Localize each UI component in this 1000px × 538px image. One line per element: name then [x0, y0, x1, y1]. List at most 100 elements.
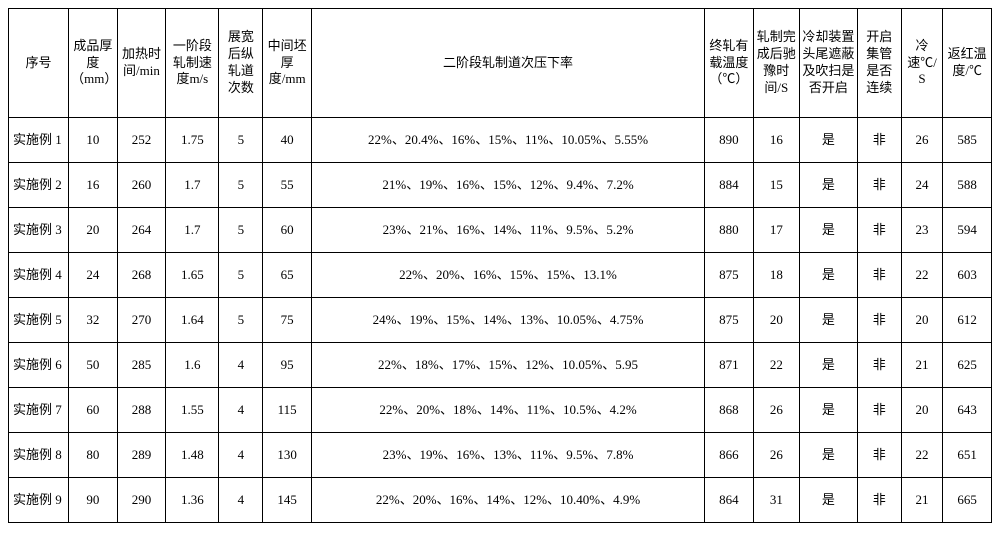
cell-temp: 871 [705, 343, 754, 388]
table-row: 实施例 7602881.55411522%、20%、18%、14%、11%、10… [9, 388, 992, 433]
cell-heat: 290 [117, 478, 166, 523]
cell-passes: 5 [219, 253, 263, 298]
cell-mid: 145 [263, 478, 312, 523]
cell-red: 23%、19%、16%、13%、11%、9.5%、7.8% [311, 433, 704, 478]
cell-thk: 16 [69, 163, 118, 208]
cell-temp: 880 [705, 208, 754, 253]
cell-shield: 是 [799, 478, 857, 523]
col-header-0: 序号 [9, 9, 69, 118]
cell-thk: 24 [69, 253, 118, 298]
cell-shield: 是 [799, 343, 857, 388]
table-row: 实施例 5322701.6457524%、19%、15%、14%、13%、10.… [9, 298, 992, 343]
col-header-4: 展宽后纵轧道次数 [219, 9, 263, 118]
cell-relax: 26 [753, 433, 799, 478]
cell-temp: 875 [705, 253, 754, 298]
cell-relax: 16 [753, 118, 799, 163]
cell-reheat: 594 [943, 208, 992, 253]
cell-heat: 268 [117, 253, 166, 298]
cell-thk: 80 [69, 433, 118, 478]
table-row: 实施例 8802891.48413023%、19%、16%、13%、11%、9.… [9, 433, 992, 478]
cell-temp: 875 [705, 298, 754, 343]
cell-mid: 75 [263, 298, 312, 343]
cell-mid: 65 [263, 253, 312, 298]
cell-reheat: 665 [943, 478, 992, 523]
cell-heat: 260 [117, 163, 166, 208]
cell-id: 实施例 6 [9, 343, 69, 388]
cell-spd: 1.6 [166, 343, 219, 388]
cell-reheat: 625 [943, 343, 992, 388]
col-header-7: 终轧有载温度（℃） [705, 9, 754, 118]
cell-spd: 1.48 [166, 433, 219, 478]
cell-relax: 31 [753, 478, 799, 523]
cell-shield: 是 [799, 163, 857, 208]
cell-shield: 是 [799, 298, 857, 343]
col-header-12: 返红温度/℃ [943, 9, 992, 118]
cell-reheat: 588 [943, 163, 992, 208]
cell-temp: 868 [705, 388, 754, 433]
table-row: 实施例 9902901.36414522%、20%、16%、14%、12%、10… [9, 478, 992, 523]
col-header-8: 轧制完成后驰豫时间/S [753, 9, 799, 118]
cell-cool: 20 [901, 298, 943, 343]
cell-mid: 130 [263, 433, 312, 478]
cell-cool: 20 [901, 388, 943, 433]
cell-red: 22%、20.4%、16%、15%、11%、10.05%、5.55% [311, 118, 704, 163]
cell-cool: 23 [901, 208, 943, 253]
cell-thk: 50 [69, 343, 118, 388]
cell-passes: 5 [219, 118, 263, 163]
cell-thk: 20 [69, 208, 118, 253]
table-row: 实施例 2162601.755521%、19%、16%、15%、12%、9.4%… [9, 163, 992, 208]
cell-cont: 非 [857, 478, 901, 523]
cell-spd: 1.75 [166, 118, 219, 163]
table-row: 实施例 4242681.6556522%、20%、16%、15%、15%、13.… [9, 253, 992, 298]
cell-mid: 40 [263, 118, 312, 163]
col-header-3: 一阶段轧制速度m/s [166, 9, 219, 118]
table-row: 实施例 1102521.7554022%、20.4%、16%、15%、11%、1… [9, 118, 992, 163]
cell-red: 21%、19%、16%、15%、12%、9.4%、7.2% [311, 163, 704, 208]
cell-heat: 252 [117, 118, 166, 163]
cell-mid: 115 [263, 388, 312, 433]
col-header-9: 冷却装置头尾遮蔽及吹扫是否开启 [799, 9, 857, 118]
cell-passes: 5 [219, 298, 263, 343]
cell-id: 实施例 5 [9, 298, 69, 343]
cell-thk: 32 [69, 298, 118, 343]
cell-cool: 21 [901, 343, 943, 388]
table-row: 实施例 6502851.649522%、18%、17%、15%、12%、10.0… [9, 343, 992, 388]
cell-reheat: 651 [943, 433, 992, 478]
cell-cont: 非 [857, 343, 901, 388]
cell-relax: 26 [753, 388, 799, 433]
cell-id: 实施例 3 [9, 208, 69, 253]
cell-cont: 非 [857, 118, 901, 163]
cell-cool: 26 [901, 118, 943, 163]
cell-shield: 是 [799, 433, 857, 478]
cell-spd: 1.7 [166, 163, 219, 208]
table-header-row: 序号成品厚度（mm）加热时间/min一阶段轧制速度m/s展宽后纵轧道次数中间坯厚… [9, 9, 992, 118]
col-header-5: 中间坯厚度/mm [263, 9, 312, 118]
cell-thk: 60 [69, 388, 118, 433]
cell-relax: 15 [753, 163, 799, 208]
col-header-1: 成品厚度（mm） [69, 9, 118, 118]
cell-cool: 22 [901, 433, 943, 478]
cell-thk: 90 [69, 478, 118, 523]
col-header-10: 开启集管是否连续 [857, 9, 901, 118]
cell-heat: 288 [117, 388, 166, 433]
cell-red: 22%、20%、18%、14%、11%、10.5%、4.2% [311, 388, 704, 433]
cell-reheat: 612 [943, 298, 992, 343]
cell-id: 实施例 8 [9, 433, 69, 478]
cell-cont: 非 [857, 253, 901, 298]
cell-passes: 4 [219, 388, 263, 433]
cell-id: 实施例 2 [9, 163, 69, 208]
cell-passes: 5 [219, 163, 263, 208]
cell-spd: 1.64 [166, 298, 219, 343]
cell-spd: 1.7 [166, 208, 219, 253]
cell-heat: 270 [117, 298, 166, 343]
cell-cool: 24 [901, 163, 943, 208]
cell-shield: 是 [799, 208, 857, 253]
cell-cont: 非 [857, 388, 901, 433]
cell-cont: 非 [857, 208, 901, 253]
cell-reheat: 603 [943, 253, 992, 298]
cell-cont: 非 [857, 163, 901, 208]
cell-thk: 10 [69, 118, 118, 163]
cell-temp: 866 [705, 433, 754, 478]
cell-shield: 是 [799, 118, 857, 163]
cell-relax: 17 [753, 208, 799, 253]
